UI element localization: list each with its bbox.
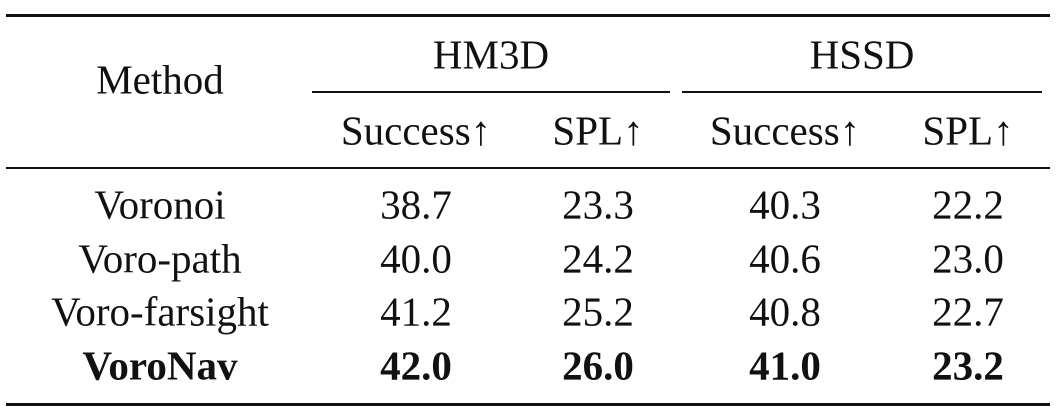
cell-value: 41.2 <box>380 288 452 335</box>
cell-value: 40.3 <box>749 181 821 228</box>
cell-value: 23.2 <box>932 342 1004 388</box>
cell-value: 24.2 <box>562 235 634 281</box>
method-header: Method <box>96 56 224 103</box>
method-name: Voro-path <box>78 235 242 281</box>
bottom-rule <box>6 403 1050 406</box>
top-rule <box>6 14 1050 17</box>
method-name: Voronoi <box>94 181 226 228</box>
group-header: HM3D <box>432 31 550 78</box>
sub-header: SPL↑ <box>922 107 1014 154</box>
group-header: HSSD <box>809 31 915 78</box>
cell-value: 25.2 <box>562 288 634 335</box>
sub-header: SPL↑ <box>552 107 644 154</box>
method-name: VoroNav <box>82 342 238 388</box>
cell-value: 40.6 <box>749 235 821 281</box>
cell-value: 23.3 <box>562 181 634 228</box>
cell-value: 38.7 <box>380 181 452 228</box>
sub-header: Success↑ <box>709 107 861 154</box>
cell-value: 40.8 <box>749 288 821 335</box>
cell-value: 22.7 <box>932 288 1004 335</box>
cell-value: 41.0 <box>749 342 821 388</box>
cell-value: 26.0 <box>562 342 634 388</box>
mid-rule <box>6 167 1050 169</box>
group-rule <box>312 91 670 93</box>
cell-value: 42.0 <box>380 342 452 388</box>
group-rule <box>682 91 1042 93</box>
cell-value: 23.0 <box>932 235 1004 281</box>
method-name: Voro-farsight <box>51 288 269 335</box>
cell-value: 40.0 <box>380 235 452 281</box>
cell-value: 22.2 <box>932 181 1004 228</box>
sub-header: Success↑ <box>340 107 492 154</box>
